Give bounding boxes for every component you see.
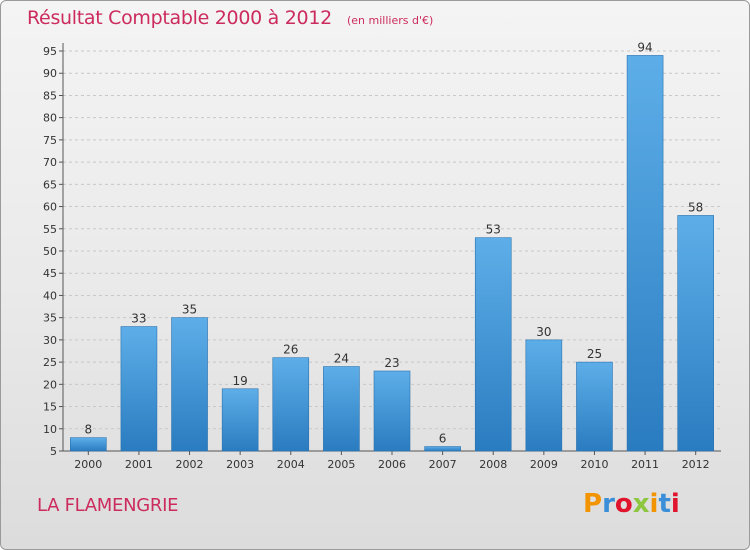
commune-name: LA FLAMENGRIE (37, 495, 179, 516)
y-tick-label: 30 (43, 334, 57, 347)
chart-heading: Résultat Comptable 2000 à 2012 (en milli… (27, 7, 433, 29)
y-tick-label: 25 (43, 356, 57, 369)
bar (373, 370, 411, 452)
chart-title: Résultat Comptable 2000 à 2012 (27, 7, 332, 29)
bar (424, 446, 461, 452)
bar (272, 357, 310, 452)
y-tick-label: 60 (43, 201, 57, 214)
axes: 5 10 15 20 25 30 35 40 45 50 55 60 65 70 75 80 85 90 95 200… (43, 43, 721, 471)
bar-value-label: 35 (182, 303, 197, 317)
bar-value-label: 94 (637, 40, 652, 54)
bar-value-label: 30 (536, 325, 551, 339)
bar-value-label: 6 (439, 432, 447, 446)
y-tick-label: 20 (43, 378, 57, 391)
bar-value-label: 8 (84, 423, 92, 437)
x-tick-label: 2008 (479, 458, 507, 471)
x-tick-label: 2001 (125, 458, 153, 471)
logo-letter: x (632, 489, 650, 519)
logo-letter: o (614, 489, 633, 519)
x-tick-label: 2005 (327, 458, 355, 471)
bar (474, 237, 512, 452)
data-labels: 8 33 35 19 26 24 23 6 53 30 25 94 58 (84, 40, 703, 445)
bar-value-label: 24 (334, 352, 349, 366)
bar-value-label: 53 (486, 223, 501, 237)
y-tick-label: 40 (43, 289, 57, 302)
y-tick-label: 5 (50, 445, 57, 458)
x-tick-label: 2007 (429, 458, 457, 471)
bar (677, 215, 714, 452)
y-tick-label: 75 (43, 134, 57, 147)
bar-value-label: 26 (283, 343, 298, 357)
bar-value-label: 33 (131, 312, 146, 326)
y-tick-label: 35 (43, 312, 57, 325)
x-tick-label: 2012 (682, 458, 710, 471)
y-tick-label: 85 (43, 89, 57, 102)
logo-letter: t (658, 489, 671, 519)
y-tick-label: 50 (43, 245, 57, 258)
bar (323, 366, 360, 452)
bars (70, 55, 714, 452)
x-tick-label: 2009 (530, 458, 558, 471)
chart-subtitle: (en milliers d'€) (346, 14, 434, 27)
y-tick-label: 65 (43, 178, 57, 191)
bar (626, 55, 664, 452)
logo-letter: r (602, 489, 615, 519)
bar-value-label: 58 (688, 200, 703, 214)
x-tick-label: 2006 (378, 458, 406, 471)
logo-letter: P (583, 489, 603, 519)
x-tick-label: 2010 (580, 458, 608, 471)
y-tick-label: 10 (43, 423, 57, 436)
bar (221, 388, 259, 452)
bar-value-label: 19 (233, 374, 248, 388)
x-tick-label: 2002 (176, 458, 204, 471)
y-tick-label: 90 (43, 67, 57, 80)
bar-value-label: 25 (587, 347, 602, 361)
bar-value-label: 23 (384, 356, 399, 370)
x-tick-label: 2011 (631, 458, 659, 471)
y-tick-label: 45 (43, 267, 57, 280)
bar (525, 339, 563, 452)
y-tick-label: 95 (43, 45, 57, 58)
bar (171, 317, 208, 452)
logo-letter: i (649, 489, 659, 519)
x-tick-label: 2004 (277, 458, 305, 471)
y-tick-label: 55 (43, 223, 57, 236)
y-tick-label: 15 (43, 401, 57, 414)
bar (120, 326, 158, 452)
y-tick-label: 80 (43, 112, 57, 125)
x-tick-label: 2003 (226, 458, 254, 471)
x-tick-label: 2000 (74, 458, 102, 471)
bar (70, 437, 107, 452)
bar (576, 361, 613, 452)
logo-letter: i (670, 489, 680, 519)
y-tick-label: 70 (43, 156, 57, 169)
proxiti-logo[interactable]: Proxiti (583, 489, 680, 519)
